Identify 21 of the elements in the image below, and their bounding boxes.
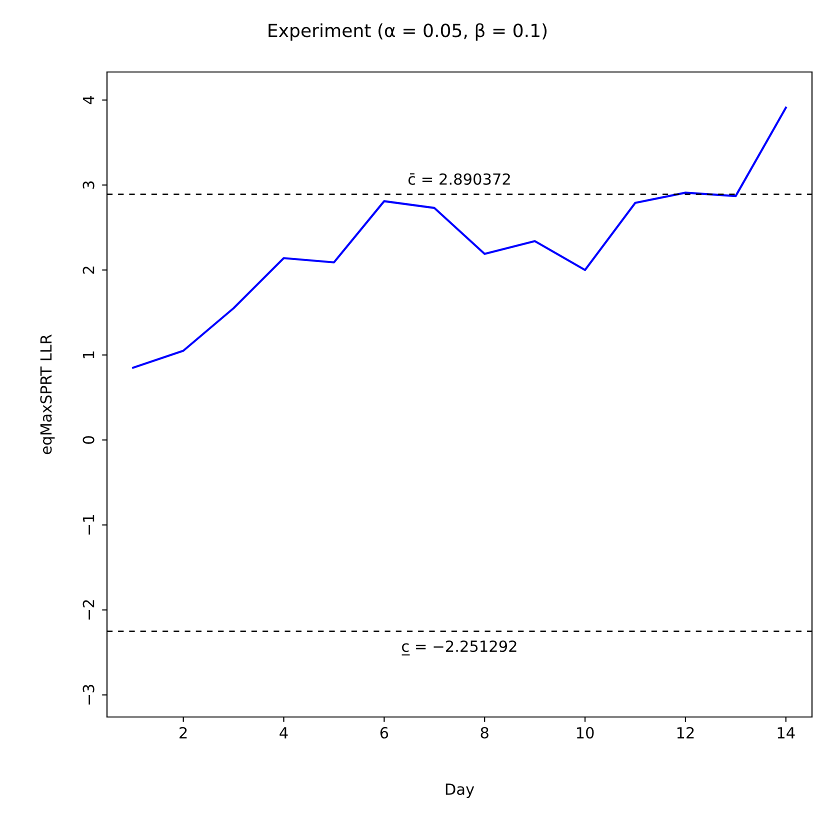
y-tick-label: −2 bbox=[82, 600, 94, 620]
y-tick-label: 1 bbox=[82, 352, 94, 358]
x-tick-label: 12 bbox=[677, 726, 694, 738]
x-tick-label: 4 bbox=[280, 727, 288, 738]
y-tick-label: 4 bbox=[82, 96, 94, 104]
x-tick-label: 2 bbox=[180, 726, 187, 738]
chart-title: Experiment (α = 0.05, β = 0.1) bbox=[268, 23, 547, 41]
ref-line-label: c̲ = −2.251292 bbox=[402, 640, 516, 656]
y-tick-label: 3 bbox=[82, 181, 94, 189]
x-tick-label: 8 bbox=[480, 726, 488, 739]
y-tick-label: 2 bbox=[82, 266, 94, 274]
line-series bbox=[132, 106, 787, 369]
y-axis-title: eqMaxSPRT LLR bbox=[40, 334, 55, 454]
x-tick-label: 6 bbox=[380, 726, 388, 739]
x-axis-title: Day bbox=[446, 784, 474, 798]
ref-line-label: c̄ = 2.890372 bbox=[408, 173, 510, 185]
y-tick-label: 0 bbox=[82, 436, 94, 444]
x-tick-label: 10 bbox=[576, 726, 594, 739]
y-tick-label: −1 bbox=[82, 515, 94, 535]
y-tick-label: −3 bbox=[82, 684, 94, 705]
x-tick-label: 14 bbox=[778, 727, 795, 738]
